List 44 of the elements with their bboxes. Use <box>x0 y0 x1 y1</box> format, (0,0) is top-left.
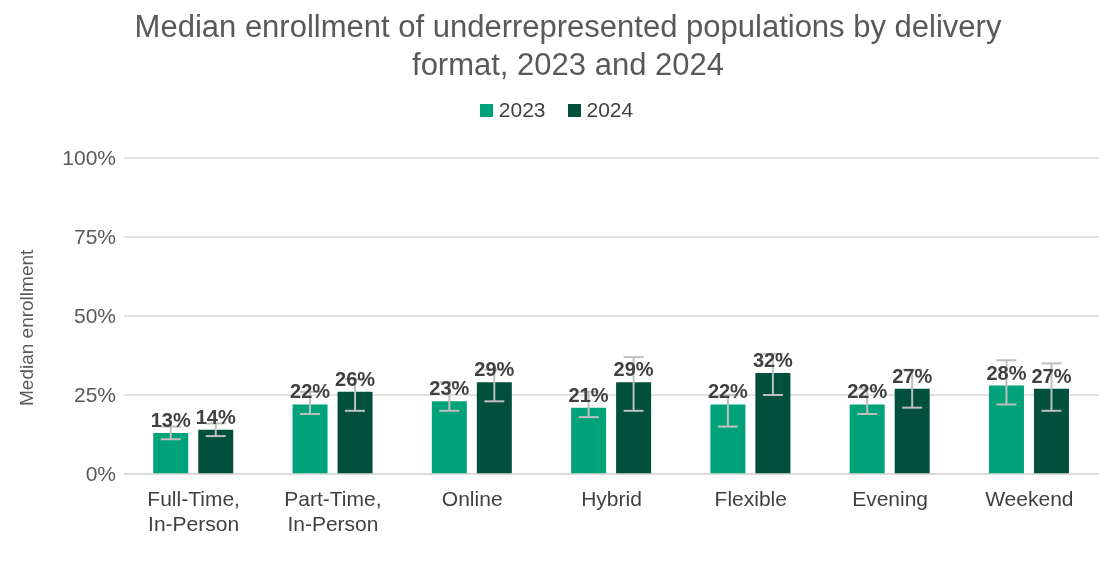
x-tick-label: Full-Time, In-Person <box>147 487 240 535</box>
bar <box>476 382 512 474</box>
y-tick-label: 100% <box>62 146 116 170</box>
y-axis-title: Median enrollment <box>15 248 37 406</box>
x-tick-label: Online <box>441 487 503 510</box>
bar <box>710 404 746 474</box>
bar <box>198 429 234 474</box>
bar <box>849 404 885 474</box>
data-label: 22% <box>707 380 749 403</box>
bar <box>755 372 791 474</box>
data-label: 23% <box>429 377 470 400</box>
data-label: 27% <box>1031 364 1072 387</box>
bar <box>153 432 189 474</box>
y-tick-label: 0% <box>85 462 116 486</box>
y-tick-label: 50% <box>73 304 116 328</box>
bar <box>1033 388 1069 474</box>
bar <box>292 404 328 474</box>
chart-title: Median enrollment of underrepresented populations by delivery format, 2023 and 2024 <box>133 8 1003 84</box>
data-label: 22% <box>847 380 888 403</box>
data-label: 26% <box>335 367 376 390</box>
data-label: 29% <box>613 358 654 381</box>
legend-label: 2023 <box>498 98 546 122</box>
bar <box>337 391 373 474</box>
bar <box>431 401 467 474</box>
data-label: 14% <box>195 405 236 428</box>
data-label: 28% <box>986 361 1027 384</box>
x-tick-label: Hybrid <box>581 487 642 510</box>
data-label: 29% <box>474 358 515 381</box>
x-tick-label: Weekend <box>985 487 1074 510</box>
bar <box>988 385 1024 474</box>
data-label: 13% <box>150 408 191 431</box>
data-label: 27% <box>892 364 933 387</box>
bar <box>894 388 930 474</box>
data-label: 22% <box>290 380 331 403</box>
legend-label: 2024 <box>586 98 634 122</box>
bar <box>616 382 652 474</box>
y-tick-label: 25% <box>73 383 116 407</box>
data-label: 21% <box>568 383 609 406</box>
data-label: 32% <box>752 348 794 371</box>
y-tick-label: 75% <box>73 225 116 249</box>
x-tick-label: Part-Time, In-Person <box>284 487 382 535</box>
x-tick-label: Evening <box>852 487 929 510</box>
bar <box>571 407 607 474</box>
x-tick-label: Flexible <box>714 487 787 510</box>
